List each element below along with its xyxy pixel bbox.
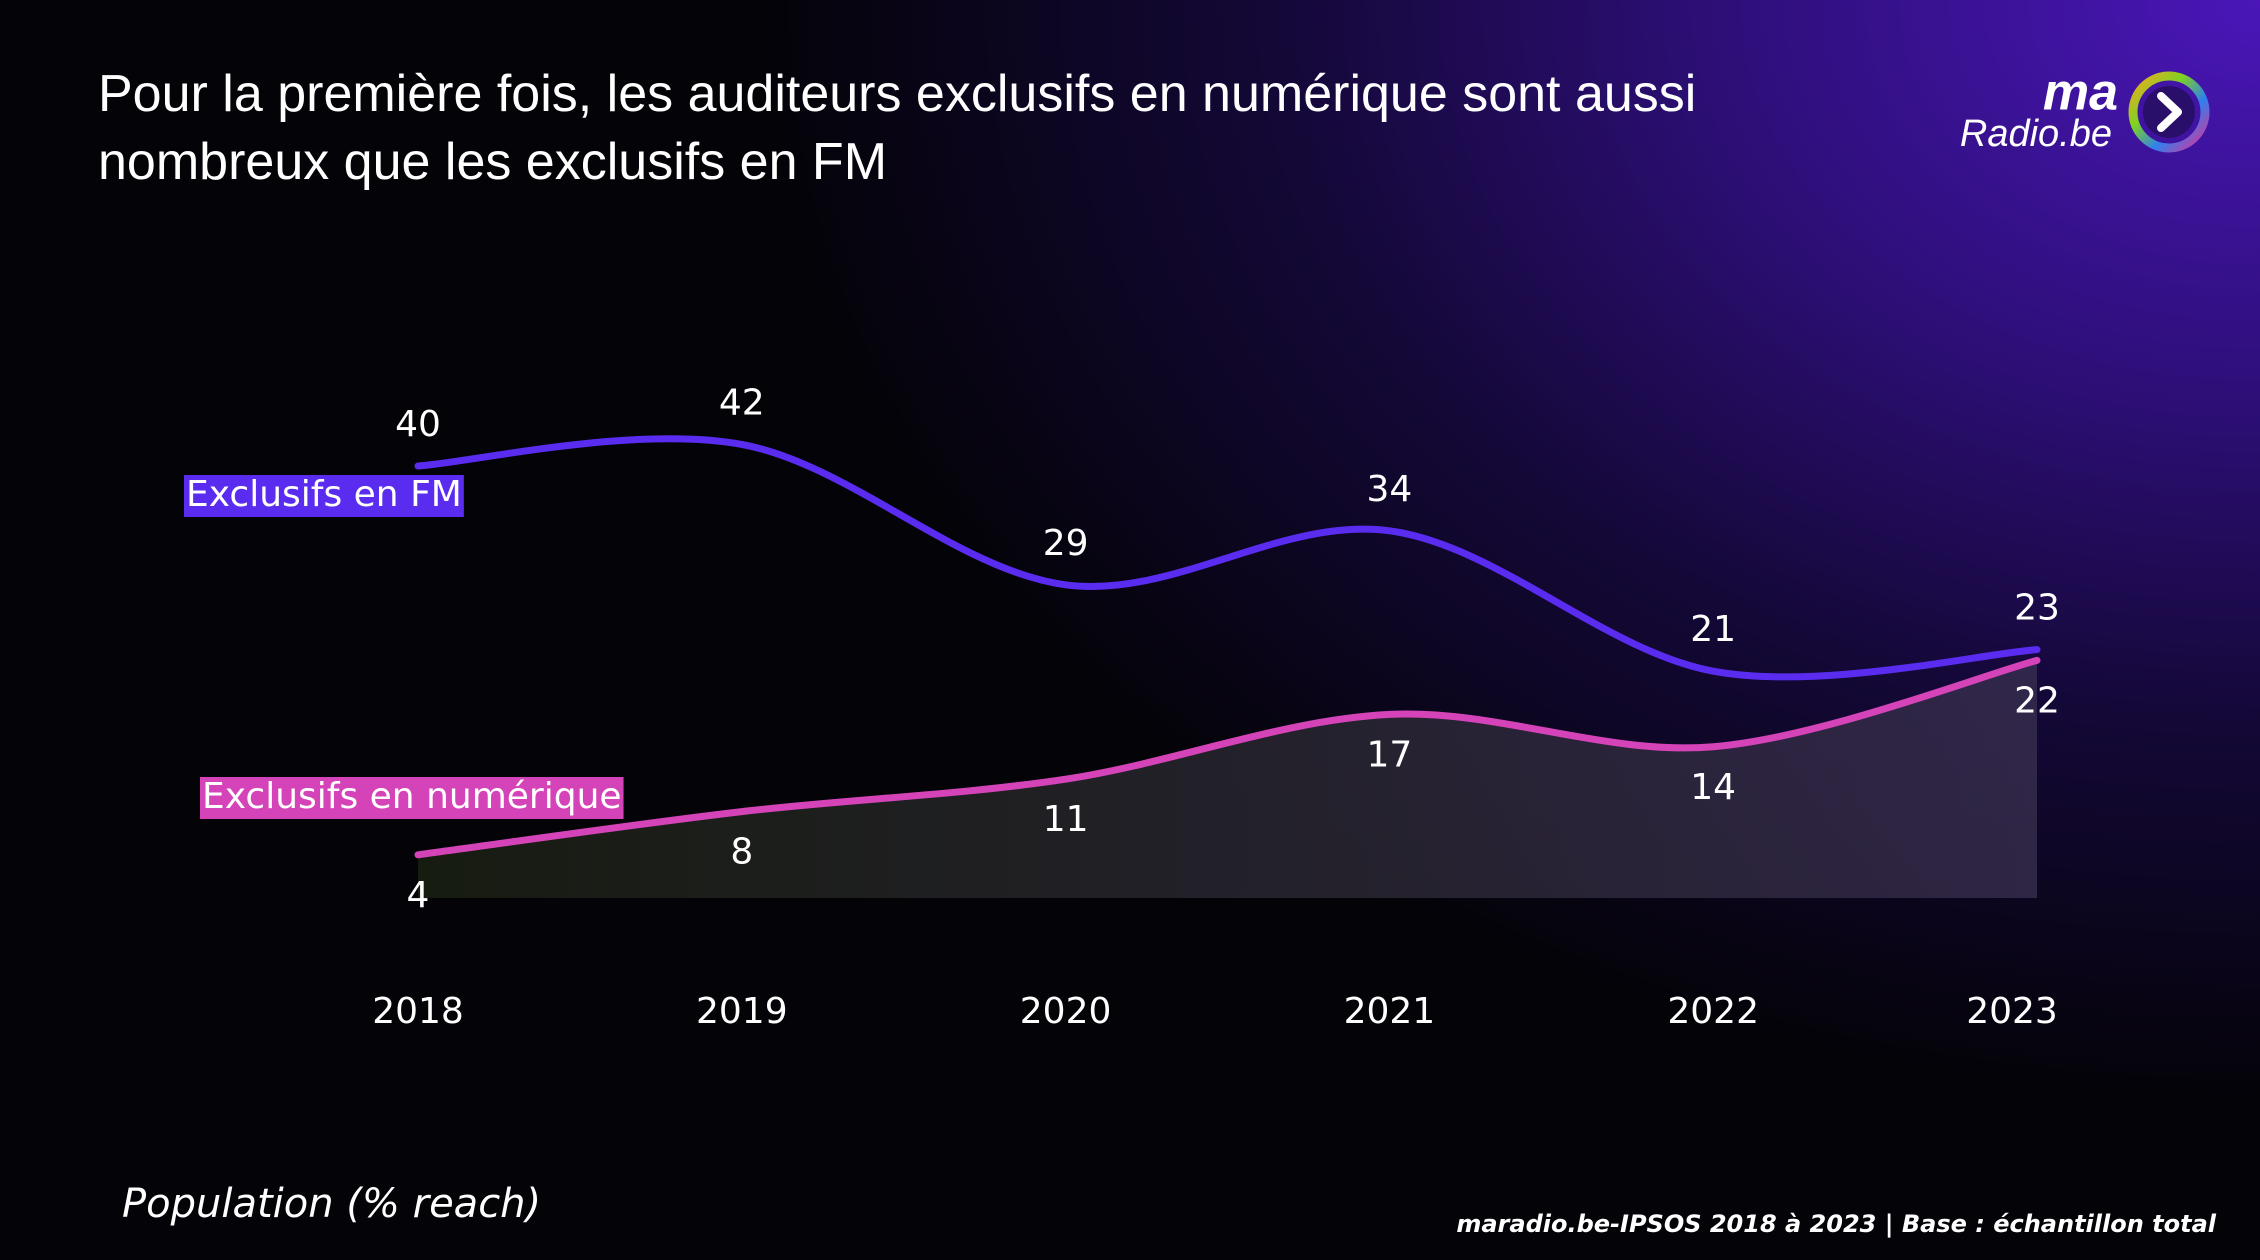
x-tick-label: 2020 (1020, 991, 1112, 1032)
x-tick-label: 2018 (372, 991, 464, 1032)
legend-label: Exclusifs en FM (186, 474, 462, 515)
legend-box (200, 777, 624, 819)
data-label: 14 (1690, 767, 1736, 808)
logo-bottom: Radio.be (1960, 113, 2112, 155)
logo-top: ma (2043, 64, 2118, 122)
data-label: 23 (2014, 588, 2060, 629)
data-label: 40 (395, 404, 441, 445)
line (414, 435, 2041, 681)
data-label: 22 (2014, 680, 2060, 721)
data-label: 4 (407, 875, 430, 916)
data-label: 8 (730, 832, 753, 873)
data-label: 42 (719, 382, 765, 423)
data-label: 29 (1043, 523, 1089, 564)
x-tick-label: 2019 (696, 991, 788, 1032)
data-label: 21 (1690, 609, 1736, 650)
logo-chevron (2157, 92, 2182, 132)
logo: ma Radio.be (1960, 64, 2210, 155)
logo-ring (2128, 71, 2210, 153)
data-label: 17 (1366, 734, 1412, 775)
chart-title: Pour la première fois, les auditeurs exc… (98, 65, 1697, 191)
legend-label: Exclusifs en numérique (202, 776, 622, 817)
data-label: 34 (1366, 469, 1412, 510)
data-label: 11 (1043, 799, 1089, 840)
x-tick-label: 2023 (1966, 991, 2058, 1032)
note: Population (% reach) (122, 1181, 541, 1227)
logo-core (2143, 86, 2195, 138)
source: maradio.be-IPSOS 2018 à 2023 | Base : éc… (1456, 1210, 2216, 1238)
area (418, 660, 2037, 898)
legend-entry: Exclusifs en numérique (200, 776, 624, 819)
legend-box (184, 475, 464, 517)
x-tick-label: 2021 (1344, 991, 1436, 1032)
x-tick-label: 2022 (1667, 991, 1759, 1032)
legend-entry: Exclusifs en FM (184, 474, 464, 517)
line (414, 656, 2041, 859)
